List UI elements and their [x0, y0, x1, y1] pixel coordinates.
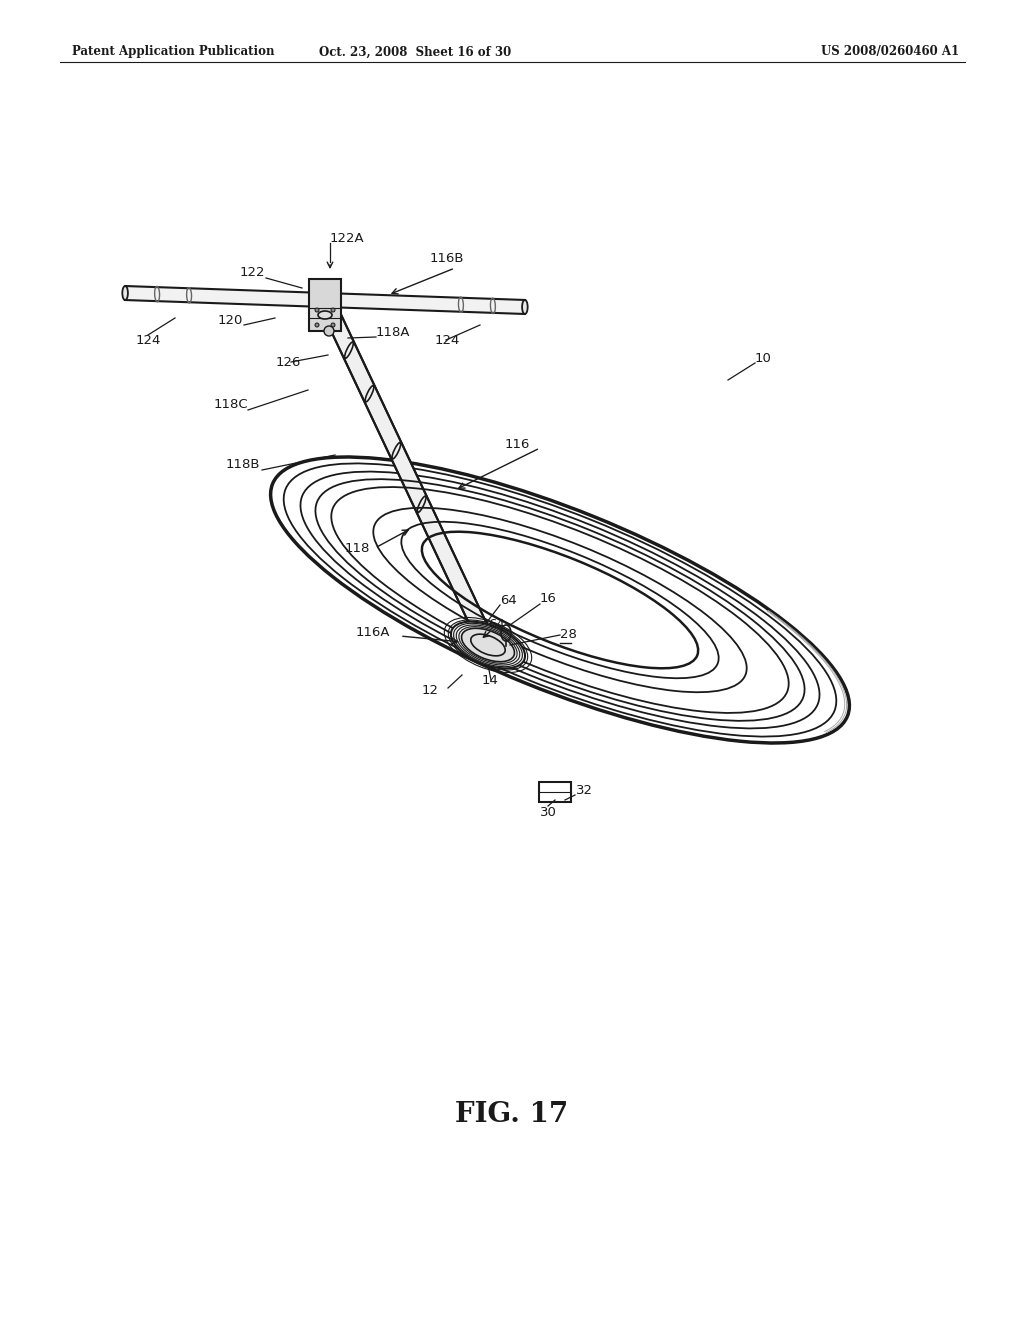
Ellipse shape — [315, 308, 319, 312]
Text: 32: 32 — [575, 784, 593, 796]
Text: 16: 16 — [540, 591, 557, 605]
Bar — [539, 781, 571, 803]
Text: 10: 10 — [755, 351, 772, 364]
Text: Oct. 23, 2008  Sheet 16 of 30: Oct. 23, 2008 Sheet 16 of 30 — [318, 45, 511, 58]
Ellipse shape — [331, 308, 335, 312]
Ellipse shape — [462, 628, 514, 661]
Text: 116A: 116A — [355, 626, 390, 639]
Text: 118B: 118B — [225, 458, 260, 471]
Text: 14: 14 — [482, 673, 499, 686]
Ellipse shape — [331, 323, 335, 327]
Text: 124: 124 — [435, 334, 461, 346]
Text: 124: 124 — [135, 334, 161, 346]
Text: 120: 120 — [218, 314, 244, 326]
Text: 118A: 118A — [376, 326, 411, 338]
FancyBboxPatch shape — [309, 279, 341, 331]
Ellipse shape — [315, 323, 319, 327]
Text: 12: 12 — [422, 684, 438, 697]
Text: 118C: 118C — [213, 399, 248, 412]
Text: 122: 122 — [240, 265, 265, 279]
Ellipse shape — [324, 326, 334, 337]
Text: 126: 126 — [276, 355, 301, 368]
Text: FIG. 17: FIG. 17 — [456, 1101, 568, 1129]
Text: US 2008/0260460 A1: US 2008/0260460 A1 — [821, 45, 959, 58]
Text: 30: 30 — [540, 805, 556, 818]
Ellipse shape — [122, 286, 128, 300]
Polygon shape — [323, 306, 496, 648]
Text: 116B: 116B — [430, 252, 465, 264]
Text: 118: 118 — [345, 541, 370, 554]
Text: 116: 116 — [505, 438, 530, 451]
Ellipse shape — [451, 622, 525, 668]
Text: 64: 64 — [488, 619, 505, 631]
Ellipse shape — [318, 312, 332, 319]
Text: 122A: 122A — [330, 231, 365, 244]
Text: Patent Application Publication: Patent Application Publication — [72, 45, 274, 58]
Ellipse shape — [522, 300, 527, 314]
Text: 64: 64 — [500, 594, 517, 606]
Polygon shape — [125, 286, 525, 314]
Text: 28: 28 — [560, 628, 577, 642]
